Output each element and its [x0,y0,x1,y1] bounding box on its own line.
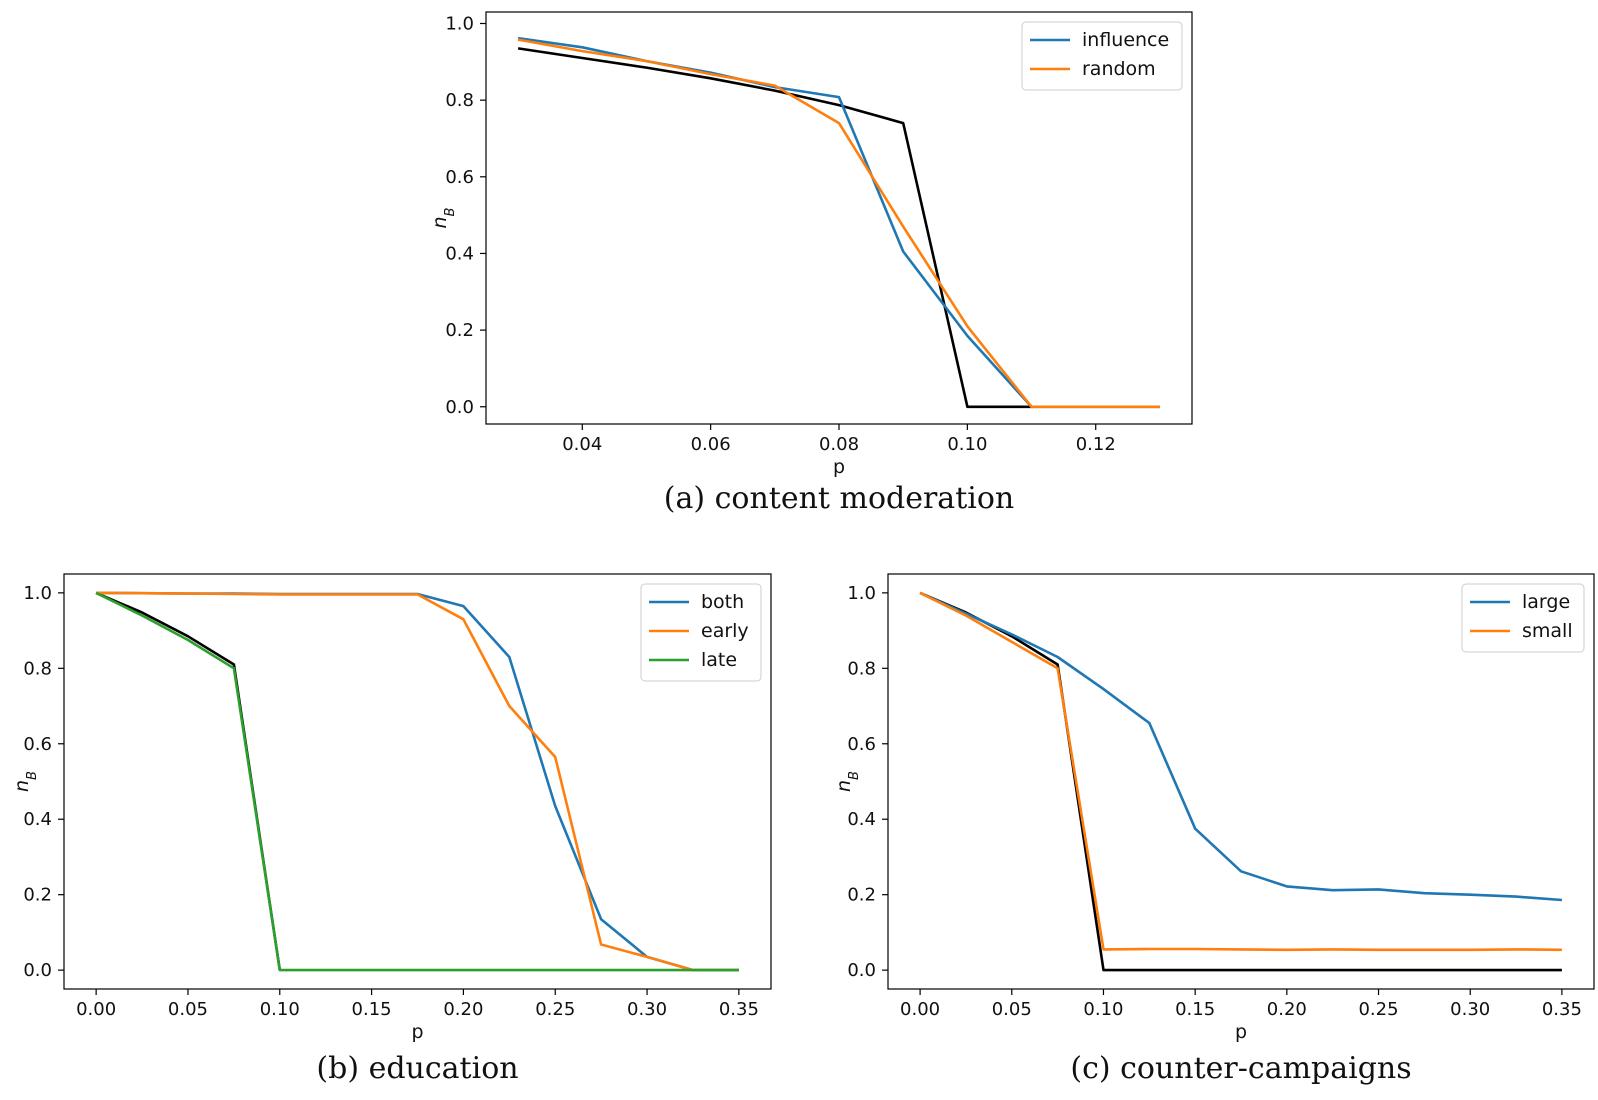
y-tick-label: 0.8 [445,90,474,111]
x-tick-label: 0.10 [260,999,300,1020]
y-tick-label: 0.8 [847,658,876,679]
x-tick-label: 0.20 [443,999,483,1020]
x-tick-label: 0.05 [992,999,1032,1020]
subfigure-caption: (a) content moderation [664,481,1014,516]
y-tick-label: 1.0 [23,583,52,604]
y-tick-label: 0.4 [445,243,474,264]
y-tick-label: 1.0 [847,583,876,604]
plot-frame [887,573,1595,990]
y-tick-label: 0.4 [847,809,876,830]
x-tick-label: 0.08 [819,434,859,455]
legend-box [640,583,762,682]
x-axis-label: p [411,1021,423,1043]
x-tick-label: 0.10 [947,434,987,455]
legend: large small [1461,583,1585,653]
y-tick-label: 0.0 [847,960,876,981]
x-tick-label: 0.30 [627,999,667,1020]
x-tick-label: 0.20 [1267,999,1307,1020]
legend-entry-late: late [701,649,737,671]
plot-frame [63,573,772,990]
x-tick-label: 0.10 [1083,999,1123,1020]
y-tick-label: 0.2 [445,320,474,341]
x-tick-label: 0.35 [719,999,759,1020]
chart-content-moderation: 0.04 0.06 0.08 0.10 0.12 0.0 0.2 0.4 0.6 0.8 1.0 p n… [429,11,1193,516]
x-axis-label: p [833,456,845,478]
legend-entry-influence: influence [1082,29,1169,51]
x-tick-label: 0.05 [168,999,208,1020]
x-tick-label: 0.00 [76,999,116,1020]
y-tick-label: 0.6 [23,734,52,755]
legend: influence random [1021,21,1183,91]
series-line-influence [517,36,1160,409]
x-tick-label: 0.06 [691,434,731,455]
y-tick-label: 0.0 [445,397,474,418]
x-tick-label: 0.25 [1358,999,1398,1020]
y-tick-label: 1.0 [445,13,474,34]
x-tick-label: 0.15 [1175,999,1215,1020]
subfigure-caption: (c) counter-campaigns [1070,1051,1411,1086]
x-tick-label: 0.12 [1076,434,1116,455]
series-line-small [919,591,1562,952]
legend-entry-large: large [1522,591,1570,613]
x-tick-label: 0.35 [1542,999,1582,1020]
legend-entry-random: random [1082,58,1156,80]
x-tick-label: 0.04 [562,434,602,455]
legend-entry-both: both [701,591,744,613]
y-tick-label: 0.0 [23,960,52,981]
y-tick-label: 0.6 [847,734,876,755]
y-axis-label: nB [11,771,40,792]
y-tick-label: 0.8 [23,658,52,679]
y-tick-label: 0.2 [847,885,876,906]
series-line-large [919,591,1562,902]
series-line-baseline [919,591,1562,972]
x-tick-label: 0.15 [352,999,392,1020]
x-tick-label: 0.30 [1450,999,1490,1020]
y-tick-label: 0.4 [23,809,52,830]
series-line-baseline [517,47,1032,409]
x-axis-label: p [1235,1021,1247,1043]
y-axis-label: nB [429,207,458,228]
chart-education: 0.00 0.05 0.10 0.15 0.20 0.25 0.30 0.35 0.0 0.2 0.… [11,573,772,1086]
chart-counter-campaigns: 0.00 0.05 0.10 0.15 0.20 0.25 0.30 0.35 0.0 0.2 0.… [833,573,1595,1086]
y-tick-label: 0.6 [445,167,474,188]
legend: both early late [640,583,762,682]
plot-frame [485,11,1193,425]
series-line-early [96,591,739,972]
subfigure-caption: (b) education [316,1051,518,1086]
legend-entry-small: small [1522,620,1573,642]
legend-entry-early: early [701,620,749,642]
series-line-late [95,591,739,972]
x-tick-label: 0.25 [535,999,575,1020]
series-line-random [517,38,1160,409]
y-axis-label: nB [833,771,862,792]
x-tick-label: 0.00 [900,999,940,1020]
y-tick-label: 0.2 [23,885,52,906]
